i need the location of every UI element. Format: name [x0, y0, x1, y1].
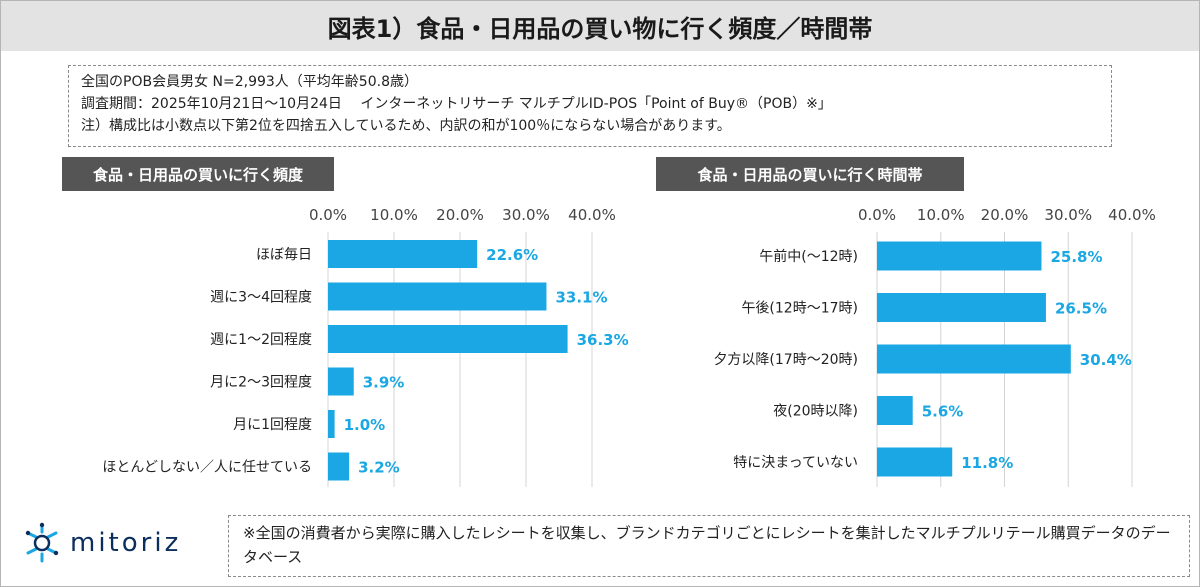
freq-tick-label: 40.0% [568, 206, 616, 224]
freq-value-label: 33.1% [555, 289, 607, 307]
time-tick-label: 10.0% [917, 206, 965, 224]
time-category-label: 特に決まっていない [733, 455, 858, 471]
mitoriz-logo-icon [25, 522, 59, 563]
footer-note: ※全国の消費者から実際に購入したレシートを収集し、ブランドカテゴリごとにレシート… [243, 524, 1171, 566]
mitoriz-logo-text: mitoriz [70, 528, 182, 558]
figure-title: 図表1）食品・日用品の買い物に行く頻度／時間帯 [327, 14, 873, 43]
footer-note-box: ※全国の消費者から実際に購入したレシートを収集し、ブランドカテゴリごとにレシート… [228, 515, 1190, 577]
freq-bar [328, 367, 354, 396]
frequency-chart-title: 食品・日用品の買いに行く頻度 [92, 165, 303, 184]
mitoriz-logo: mitoriz [20, 518, 210, 568]
time-bar [877, 344, 1071, 374]
freq-bar [328, 325, 568, 353]
freq-bar [328, 410, 335, 438]
time-tick-label: 30.0% [1044, 206, 1092, 224]
freq-value-label: 36.3% [577, 331, 629, 349]
figure-title-bar: 図表1）食品・日用品の買い物に行く頻度／時間帯 [1, 1, 1199, 51]
freq-category-label: 月に2～3回程度 [210, 375, 312, 391]
freq-category-label: ほとんどしない／人に任せている [102, 460, 312, 476]
survey-period-line: 調査期間：2025年10月21日～10月24日 インターネットリサーチ マルチプ… [81, 96, 832, 112]
time-bar [877, 396, 913, 425]
freq-category-label: 週に1～2回程度 [210, 332, 312, 348]
time-value-label: 25.8% [1050, 248, 1102, 266]
freq-value-label: 1.0% [344, 416, 386, 434]
time-bar [877, 241, 1042, 271]
timeslot-chart-title: 食品・日用品の買いに行く時間帯 [697, 165, 923, 184]
freq-category-label: 週に3～4回程度 [210, 290, 312, 306]
time-value-label: 30.4% [1080, 351, 1132, 369]
time-bar [877, 447, 953, 477]
time-bar [877, 293, 1046, 322]
time-tick-label: 0.0% [858, 206, 896, 224]
freq-tick-label: 10.0% [370, 206, 418, 224]
freq-value-label: 3.2% [358, 459, 400, 477]
frequency-chart-header: 食品・日用品の買いに行く頻度 [62, 157, 334, 191]
freq-category-label: 月に1回程度 [233, 417, 312, 433]
freq-tick-label: 20.0% [436, 206, 484, 224]
freq-value-label: 3.9% [363, 374, 405, 392]
survey-note-line: 注）構成比は小数点以下第2位を四捨五入しているため、内訳の和が100％にならない… [81, 118, 731, 134]
freq-tick-label: 30.0% [502, 206, 550, 224]
freq-bar [328, 282, 547, 311]
time-category-label: 午後(12時～17時) [741, 301, 858, 317]
time-value-label: 5.6% [922, 403, 964, 421]
time-value-label: 11.8% [961, 454, 1013, 472]
freq-bar [328, 240, 478, 268]
time-value-label: 26.5% [1055, 300, 1107, 318]
time-category-label: 午前中(～12時) [759, 248, 858, 265]
time-tick-label: 20.0% [981, 206, 1029, 224]
time-category-label: 夕方以降(17時～20時) [713, 352, 858, 368]
survey-info-box: 全国のPOB会員男女 N=2,993人（平均年齢50.8歳） 調査期間：2025… [68, 65, 1112, 147]
survey-sample-line: 全国のPOB会員男女 N=2,993人（平均年齢50.8歳） [81, 74, 418, 90]
freq-value-label: 22.6% [486, 246, 538, 264]
freq-bar [328, 452, 350, 481]
time-tick-label: 40.0% [1108, 206, 1156, 224]
freq-tick-label: 0.0% [309, 206, 347, 224]
freq-category-label: ほぼ毎日 [256, 247, 312, 263]
timeslot-chart-header: 食品・日用品の買いに行く時間帯 [656, 157, 964, 191]
time-category-label: 夜(20時以降) [773, 404, 858, 420]
